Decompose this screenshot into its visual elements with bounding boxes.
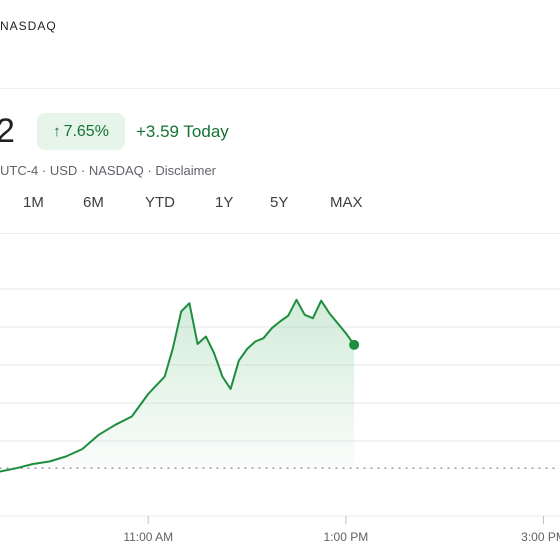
chart-area bbox=[0, 299, 355, 472]
currency-label: USD bbox=[49, 163, 78, 178]
x-tick-label: 1:00 PM bbox=[323, 530, 369, 544]
range-tab-max[interactable]: MAX bbox=[330, 194, 363, 211]
change-today: +3.59 Today bbox=[136, 122, 229, 141]
exchange-label: NASDAQ bbox=[0, 19, 57, 33]
tabs-divider bbox=[0, 233, 560, 234]
quote-meta: UTC-4 · USD · NASDAQ · Disclaimer bbox=[0, 163, 216, 178]
range-tabs: 1M 6M YTD 1Y 5Y MAX bbox=[0, 194, 560, 216]
meta-separator: · bbox=[77, 163, 89, 178]
header-divider bbox=[0, 88, 560, 89]
chart-x-ticks bbox=[147, 516, 545, 524]
x-tick-label: 11:00 AM bbox=[123, 530, 174, 544]
meta-separator: · bbox=[143, 163, 156, 178]
range-tab-5y[interactable]: 5Y bbox=[270, 194, 289, 211]
arrow-up-icon: ↑ bbox=[53, 123, 61, 140]
last-price-marker[interactable] bbox=[349, 339, 360, 350]
range-tab-6m[interactable]: 6M bbox=[83, 194, 104, 211]
intraday-price-chart[interactable] bbox=[0, 234, 560, 524]
price-area-fill bbox=[0, 299, 355, 472]
range-tab-1m[interactable]: 1M bbox=[23, 194, 44, 211]
percent-change-badge: ↑ 7.65% bbox=[37, 113, 125, 150]
range-tab-1y[interactable]: 1Y bbox=[215, 194, 234, 211]
meta-separator: · bbox=[38, 163, 50, 178]
chart-markers bbox=[349, 339, 360, 350]
disclaimer-link[interactable]: Disclaimer bbox=[155, 163, 216, 178]
range-tab-ytd[interactable]: YTD bbox=[145, 194, 175, 211]
stock-price: 2 bbox=[0, 112, 15, 150]
chart-series bbox=[0, 298, 356, 473]
exchange-meta-label: NASDAQ bbox=[88, 163, 144, 178]
x-tick-label: 3:00 PM bbox=[521, 530, 560, 544]
timezone-label: UTC-4 bbox=[0, 163, 39, 178]
percent-change-value: 7.65% bbox=[63, 122, 109, 140]
price-line bbox=[0, 298, 356, 473]
